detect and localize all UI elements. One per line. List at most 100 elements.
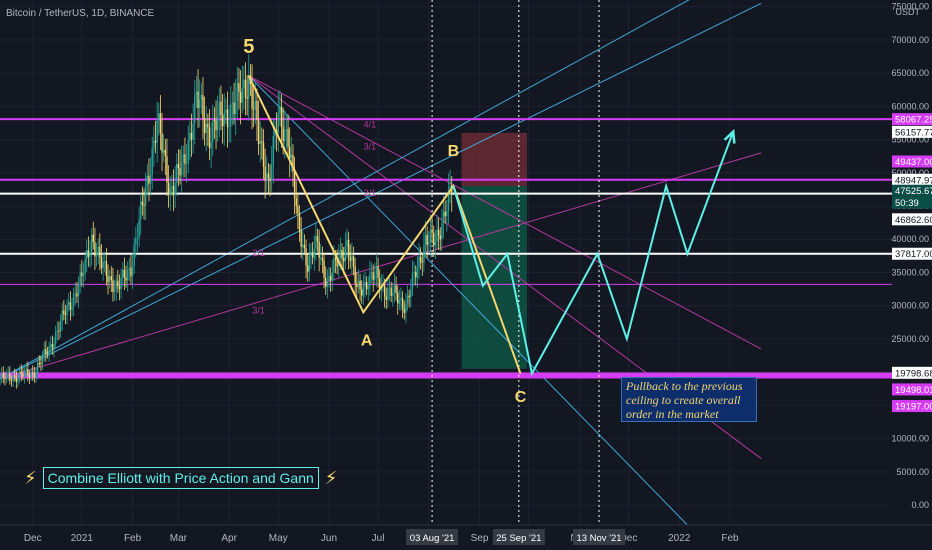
candle-body (89, 252, 91, 257)
candle-body (280, 106, 283, 128)
candle-body (102, 261, 104, 269)
price-tag (892, 196, 932, 209)
candle-body (277, 113, 279, 134)
candle-body (441, 223, 443, 240)
candle-body (154, 140, 157, 143)
time-tick-label: Feb (721, 533, 739, 544)
price-tag (892, 366, 932, 379)
candle-body (166, 156, 168, 183)
candle-body (243, 79, 245, 88)
candle-body (45, 349, 47, 354)
candle-body (357, 280, 360, 288)
candle-body (233, 102, 235, 115)
projection-path (452, 128, 736, 377)
candle-body (362, 286, 365, 296)
candle-body (390, 287, 392, 296)
candle-body (298, 213, 301, 231)
candle-body (308, 255, 311, 272)
price-tick-label: 0.00 (911, 500, 929, 510)
candle-body (54, 331, 57, 344)
price-tag-label: 19197.00 (895, 402, 932, 413)
candle-body (51, 344, 54, 349)
candle-body (379, 278, 381, 290)
candle-body (76, 293, 78, 297)
candle-body (112, 280, 114, 292)
candle-body (344, 246, 347, 262)
candle-body (354, 266, 356, 284)
candle-body (143, 204, 145, 206)
candle-body (306, 265, 309, 272)
candle-body (254, 100, 257, 109)
price-tick-label: 5000.00 (896, 467, 929, 477)
candle-body (269, 178, 271, 181)
candle-body (318, 241, 320, 258)
time-tick-label: Jun (321, 533, 337, 544)
candle-body (23, 370, 26, 377)
price-tick-label: 30000.00 (891, 301, 929, 311)
trend-line (0, 2, 762, 380)
candle-body (418, 256, 420, 268)
projection-arrow (723, 128, 736, 144)
candle-body (179, 168, 181, 176)
candle-body (169, 188, 171, 195)
candle-body (210, 142, 212, 149)
candle-body (189, 132, 191, 141)
candle-body (336, 259, 338, 267)
time-marker-tag (406, 529, 459, 545)
candle-body (153, 140, 155, 149)
candle-body (182, 154, 185, 162)
candle-body (146, 175, 149, 186)
candle-body (56, 330, 58, 332)
candle-body (190, 132, 193, 140)
price-tag (892, 213, 932, 226)
candle-body (293, 171, 296, 199)
candle-body (59, 320, 62, 332)
candle-body (81, 272, 83, 276)
candle-body (364, 281, 366, 287)
candle-body (311, 252, 314, 258)
price-tag-label: 19798.68 (895, 368, 932, 379)
candle-body (300, 230, 302, 247)
candle-body (395, 285, 397, 293)
price-tag-label: 48947.97 (895, 175, 932, 186)
candle-body (10, 379, 13, 381)
price-tick-label: 35000.00 (891, 267, 929, 277)
candle-body (194, 94, 196, 124)
candle-body (84, 258, 86, 275)
candle-body (120, 277, 122, 290)
time-marker-tag (492, 529, 545, 545)
price-tag (892, 113, 932, 126)
note-line-1: Pullback to the previous (626, 379, 743, 393)
candle-body (251, 83, 253, 109)
candle-body (118, 286, 121, 290)
price-axis-bg (892, 0, 932, 550)
candle-body (449, 185, 451, 191)
candle-body (401, 298, 404, 309)
candle-body (295, 198, 297, 207)
candle-body (35, 371, 37, 378)
candle-body (161, 133, 163, 153)
candle-body (184, 154, 186, 164)
candle-body (195, 91, 198, 95)
candle-body (202, 95, 204, 118)
candle-body (64, 314, 67, 316)
trend-line (248, 75, 688, 526)
candle-body (423, 245, 425, 263)
candle-body (370, 272, 373, 274)
candle-body (367, 286, 369, 290)
candle-body (63, 310, 65, 315)
candle-body (231, 102, 234, 105)
candle-body (79, 272, 81, 285)
price-tag (892, 400, 932, 413)
candle-body (397, 292, 399, 304)
candle-body (431, 229, 433, 233)
candle-body (90, 234, 93, 253)
candle-body (236, 83, 239, 102)
candle-body (125, 277, 127, 281)
candle-body (9, 373, 11, 380)
candle-body (12, 375, 14, 381)
candle-body (159, 113, 162, 134)
candle-body (92, 234, 94, 243)
